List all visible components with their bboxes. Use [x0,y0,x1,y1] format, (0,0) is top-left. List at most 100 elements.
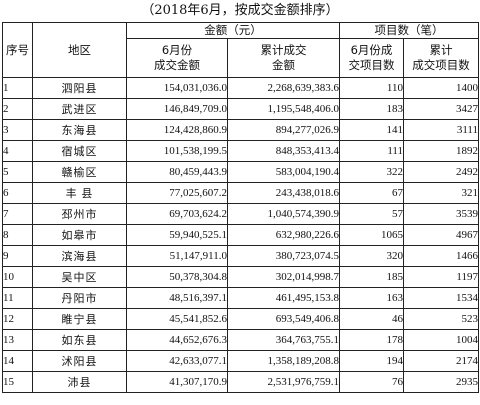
row-june-amount: 41,307,170.9 [126,371,228,393]
header-cumulative-amount: 累计成交 金额 [227,38,340,78]
row-june-count: 1065 [339,224,404,246]
row-cumulative-amount: 693,549,406.8 [227,308,340,330]
row-region: 睢宁县 [32,308,127,330]
row-cumulative-count: 2174 [403,350,479,372]
row-june-amount: 50,378,304.8 [126,266,228,288]
row-cumulative-count: 1534 [403,287,479,309]
table-row: 12 睢宁县 45,541,852.6 693,549,406.8 46 523 [2,308,479,330]
row-region: 沭阳县 [32,350,127,372]
row-june-amount: 51,147,911.0 [126,245,228,267]
row-cumulative-count: 1466 [403,245,479,267]
row-june-amount: 59,940,525.1 [126,224,228,246]
row-index: 9 [2,245,33,267]
row-june-amount: 48,516,397.1 [126,287,228,309]
row-june-amount: 45,541,852.6 [126,308,228,330]
row-june-count: 111 [339,140,404,162]
row-june-amount: 44,652,676.3 [126,329,228,351]
header-cumulative-amount-line1: 累计成交 [260,43,307,57]
table-row: 5 赣榆区 80,459,443.9 583,004,190.4 322 249… [2,161,479,183]
row-cumulative-amount: 380,723,074.5 [227,245,340,267]
row-june-count: 183 [339,98,404,120]
row-cumulative-amount: 848,353,413.4 [227,140,340,162]
header-cumulative-count-line2: 成交项目数 [412,58,470,72]
table-row: 4 宿城区 101,538,199.5 848,353,413.4 111 18… [2,140,479,162]
transaction-ranking-table: 序号 地区 金额（元） 项目数（笔） 6月份 成交金额 累计成交 金额 6月份成… [2,22,479,393]
row-june-amount: 154,031,036.0 [126,77,228,99]
header-count-group: 项目数（笔） [339,22,479,39]
row-june-amount: 80,459,443.9 [126,161,228,183]
header-seq: 序号 [2,22,33,78]
row-june-count: 320 [339,245,404,267]
row-index: 2 [2,98,33,120]
row-cumulative-count: 523 [403,308,479,330]
row-june-amount: 101,538,199.5 [126,140,228,162]
row-cumulative-count: 4967 [403,224,479,246]
row-cumulative-amount: 632,980,226.6 [227,224,340,246]
table-body: 1 泗阳县 154,031,036.0 2,268,639,383.6 110 … [2,77,479,393]
row-region: 东海县 [32,119,127,141]
row-index: 5 [2,161,33,183]
row-index: 7 [2,203,33,225]
header-june-amount: 6月份 成交金额 [126,38,228,78]
row-index: 4 [2,140,33,162]
row-region: 如东县 [32,329,127,351]
row-cumulative-amount: 1,195,548,406.0 [227,98,340,120]
row-cumulative-count: 3111 [403,119,479,141]
row-cumulative-count: 1197 [403,266,479,288]
row-region: 滨海县 [32,245,127,267]
row-index: 6 [2,182,33,204]
row-cumulative-amount: 302,014,998.7 [227,266,340,288]
row-june-count: 322 [339,161,404,183]
table-row: 3 东海县 124,428,860.9 894,277,026.9 141 31… [2,119,479,141]
table-row: 11 丹阳市 48,516,397.1 461,495,153.8 163 15… [2,287,479,309]
header-cumulative-amount-line2: 金额 [272,58,295,72]
row-cumulative-amount: 1,358,189,208.8 [227,350,340,372]
row-june-count: 185 [339,266,404,288]
row-region: 武进区 [32,98,127,120]
row-june-count: 57 [339,203,404,225]
row-cumulative-count: 3539 [403,203,479,225]
row-june-count: 46 [339,308,404,330]
header-cumulative-count-line1: 累计 [429,43,453,57]
row-index: 10 [2,266,33,288]
table-row: 10 吴中区 50,378,304.8 302,014,998.7 185 11… [2,266,479,288]
row-region: 赣榆区 [32,161,127,183]
header-amount-group: 金额（元） [126,22,340,39]
header-june-count-line1: 6月份成 [350,43,393,57]
row-june-amount: 146,849,709.0 [126,98,228,120]
row-cumulative-count: 1400 [403,77,479,99]
table-row: 2 武进区 146,849,709.0 1,195,548,406.0 183 … [2,98,479,120]
row-june-count: 67 [339,182,404,204]
row-region: 如皋市 [32,224,127,246]
header-june-amount-line2: 成交金额 [154,58,200,72]
row-cumulative-count: 1004 [403,329,479,351]
row-june-count: 194 [339,350,404,372]
row-june-amount: 77,025,607.2 [126,182,228,204]
table-row: 15 沛县 41,307,170.9 2,531,976,759.1 76 29… [2,371,479,393]
table-row: 9 滨海县 51,147,911.0 380,723,074.5 320 146… [2,245,479,267]
row-june-amount: 42,633,077.1 [126,350,228,372]
row-june-amount: 124,428,860.9 [126,119,228,141]
row-index: 1 [2,77,33,99]
header-cumulative-count: 累计 成交项目数 [403,38,479,78]
row-cumulative-count: 321 [403,182,479,204]
row-cumulative-count: 3427 [403,98,479,120]
header-june-count: 6月份成 交项目数 [339,38,404,78]
row-index: 8 [2,224,33,246]
row-cumulative-count: 1892 [403,140,479,162]
row-region: 宿城区 [32,140,127,162]
row-index: 15 [2,371,33,393]
table-row: 7 邳州市 69,703,624.2 1,040,574,390.9 57 35… [2,203,479,225]
row-cumulative-count: 2492 [403,161,479,183]
row-cumulative-amount: 1,040,574,390.9 [227,203,340,225]
row-june-count: 141 [339,119,404,141]
header-june-count-line2: 交项目数 [348,58,395,72]
row-june-count: 110 [339,77,404,99]
table-row: 14 沭阳县 42,633,077.1 1,358,189,208.8 194 … [2,350,479,372]
row-june-count: 76 [339,371,404,393]
row-region: 沛县 [32,371,127,393]
row-cumulative-amount: 364,763,755.1 [227,329,340,351]
row-region: 邳州市 [32,203,127,225]
row-index: 12 [2,308,33,330]
row-june-count: 178 [339,329,404,351]
